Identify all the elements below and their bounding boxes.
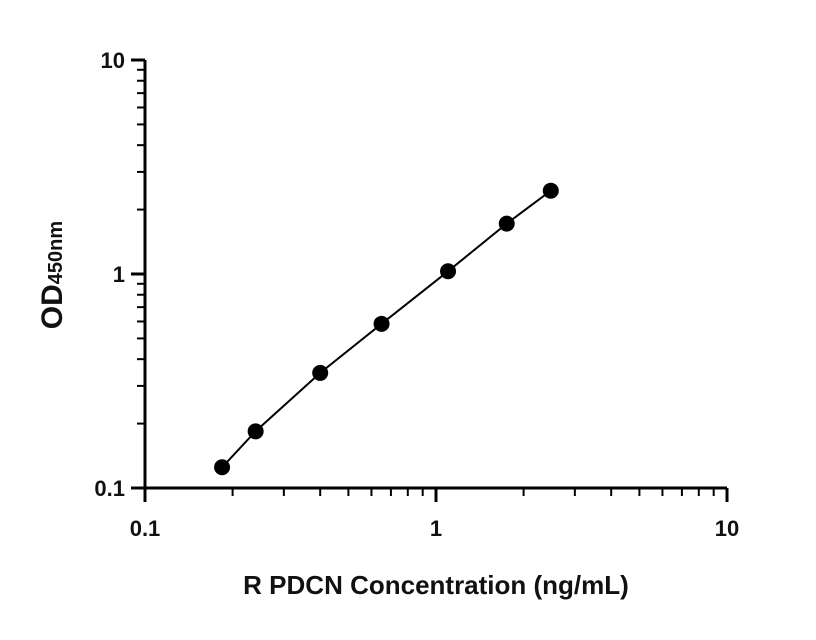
x-axis-title: R PDCN Concentration (ng/mL) — [243, 570, 629, 600]
axes — [143, 60, 727, 490]
y-tick-label: 10 — [101, 48, 125, 73]
data-point — [440, 263, 457, 280]
data-point — [247, 423, 264, 440]
x-tick-label: 0.1 — [130, 516, 161, 541]
y-tick-label: 0.1 — [94, 476, 125, 501]
x-tick-label: 10 — [715, 516, 739, 541]
y-tick-label: 1 — [113, 262, 125, 287]
plot-area — [214, 182, 559, 476]
x-tick-label: 1 — [430, 516, 442, 541]
tick-marks — [131, 58, 729, 502]
y-axis-title-main: OD — [36, 284, 69, 329]
y-axis-title: OD450nm — [36, 221, 69, 329]
y-axis-title-subscript: 450nm — [45, 221, 67, 284]
data-point — [542, 182, 559, 199]
data-point — [214, 459, 231, 476]
data-point — [373, 315, 390, 332]
data-point — [498, 215, 515, 232]
tick-labels: 0.1 1 10 0.1 1 10 — [94, 48, 739, 541]
data-point — [312, 364, 329, 381]
